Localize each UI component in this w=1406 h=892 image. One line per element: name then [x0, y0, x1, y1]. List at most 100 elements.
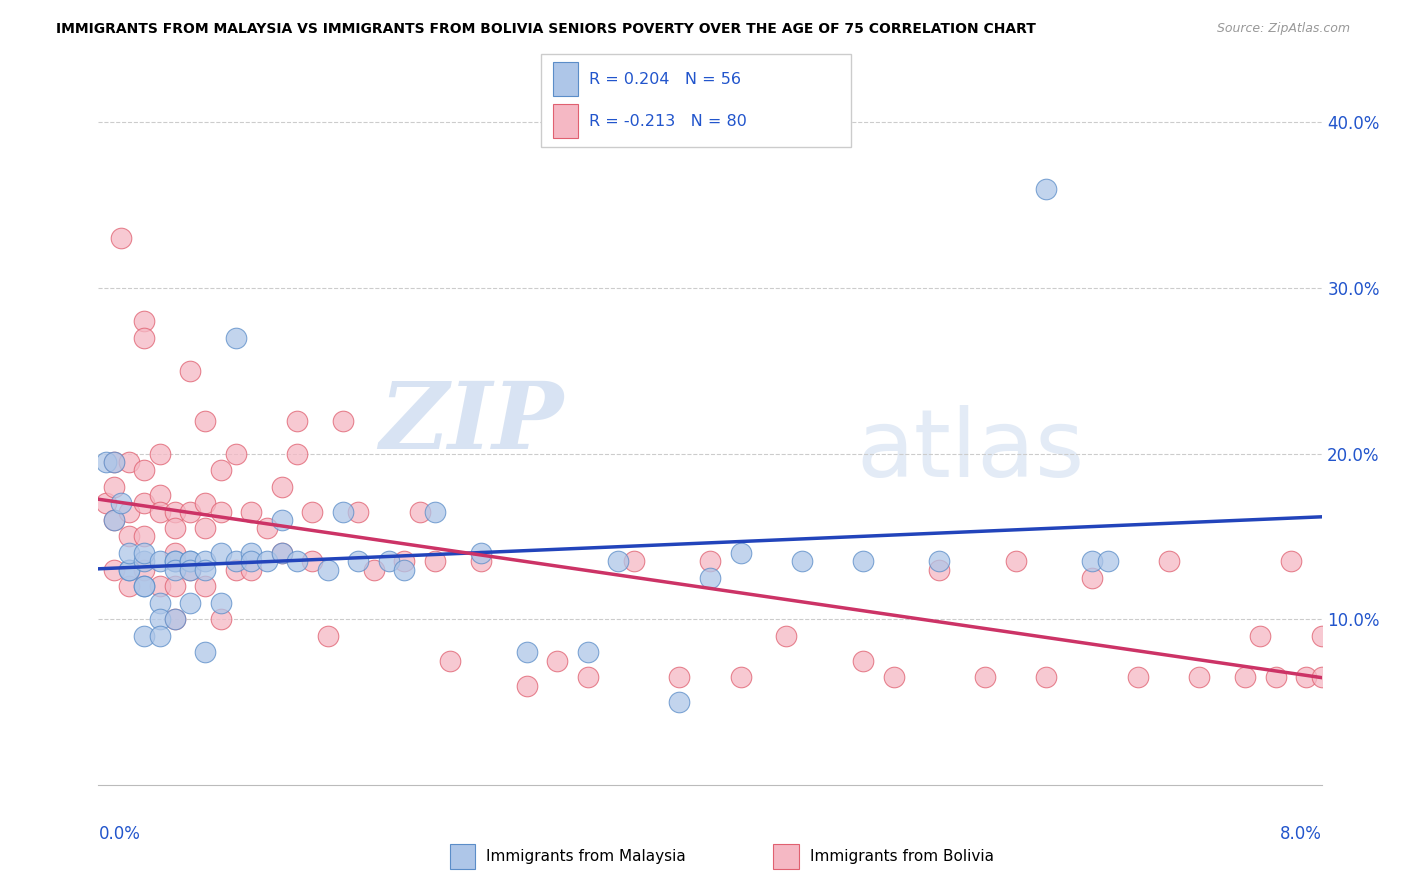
Point [974, 670, 997, 684]
Point [134, 579, 156, 593]
Point [883, 670, 905, 684]
Text: Source: ZipAtlas.com: Source: ZipAtlas.com [1216, 22, 1350, 36]
Point [163, 563, 186, 577]
Point [94, 455, 117, 469]
Point [209, 463, 232, 477]
Point [225, 447, 247, 461]
Point [301, 505, 323, 519]
Point [118, 563, 141, 577]
Point [209, 612, 232, 626]
Point [270, 513, 294, 527]
Point [516, 645, 538, 659]
Point [1128, 670, 1150, 684]
Point [332, 505, 354, 519]
Point [179, 364, 201, 378]
Point [852, 554, 875, 568]
Point [470, 546, 492, 560]
Point [1097, 554, 1119, 568]
Point [134, 579, 156, 593]
Point [928, 554, 950, 568]
Point [209, 546, 232, 560]
Point [699, 554, 721, 568]
Point [576, 670, 599, 684]
Point [1249, 629, 1271, 643]
Point [149, 596, 172, 610]
Point [149, 579, 172, 593]
Point [285, 447, 308, 461]
Point [134, 331, 156, 345]
Point [607, 554, 630, 568]
Text: Immigrants from Bolivia: Immigrants from Bolivia [810, 849, 994, 863]
Point [1081, 571, 1104, 585]
Point [240, 505, 263, 519]
Point [163, 546, 186, 560]
Point [118, 563, 141, 577]
Point [134, 314, 156, 328]
Point [103, 455, 125, 469]
Point [256, 521, 278, 535]
Point [179, 563, 201, 577]
Point [1234, 670, 1257, 684]
Text: atlas: atlas [856, 405, 1085, 497]
Point [1081, 554, 1104, 568]
Point [149, 505, 172, 519]
Point [103, 480, 125, 494]
Point [103, 513, 125, 527]
Point [134, 496, 156, 510]
Point [1035, 181, 1057, 195]
Point [209, 505, 232, 519]
Point [1310, 670, 1333, 684]
Point [240, 554, 263, 568]
Point [316, 629, 339, 643]
Point [1310, 629, 1333, 643]
Text: 8.0%: 8.0% [1279, 825, 1322, 843]
Point [149, 447, 172, 461]
Point [179, 554, 201, 568]
Point [194, 579, 217, 593]
Point [225, 331, 247, 345]
Point [194, 413, 217, 427]
Point [103, 513, 125, 527]
Point [1264, 670, 1286, 684]
Point [149, 554, 172, 568]
Text: ZIP: ZIP [380, 378, 564, 468]
Point [134, 554, 156, 568]
Point [134, 529, 156, 543]
Point [270, 480, 294, 494]
Point [194, 496, 217, 510]
Point [118, 529, 141, 543]
Point [316, 563, 339, 577]
Text: IMMIGRANTS FROM MALAYSIA VS IMMIGRANTS FROM BOLIVIA SENIORS POVERTY OVER THE AGE: IMMIGRANTS FROM MALAYSIA VS IMMIGRANTS F… [56, 22, 1036, 37]
Point [149, 612, 172, 626]
Point [576, 645, 599, 659]
Point [103, 563, 125, 577]
Point [470, 554, 492, 568]
Point [209, 596, 232, 610]
Point [270, 546, 294, 560]
Point [225, 563, 247, 577]
Point [423, 554, 446, 568]
Point [118, 505, 141, 519]
Point [270, 546, 294, 560]
Point [730, 546, 752, 560]
Point [103, 455, 125, 469]
Point [179, 554, 201, 568]
Point [163, 505, 186, 519]
Point [668, 670, 690, 684]
Point [256, 554, 278, 568]
Point [163, 612, 186, 626]
Point [110, 496, 132, 510]
Text: R = -0.213   N = 80: R = -0.213 N = 80 [589, 114, 747, 128]
Point [118, 579, 141, 593]
Point [163, 612, 186, 626]
Text: R = 0.204   N = 56: R = 0.204 N = 56 [589, 72, 741, 87]
Point [852, 654, 875, 668]
Text: Immigrants from Malaysia: Immigrants from Malaysia [486, 849, 686, 863]
Point [439, 654, 461, 668]
Point [668, 695, 690, 709]
Text: 0.0%: 0.0% [98, 825, 141, 843]
Point [775, 629, 797, 643]
Point [332, 413, 354, 427]
Point [516, 679, 538, 693]
Point [423, 505, 446, 519]
